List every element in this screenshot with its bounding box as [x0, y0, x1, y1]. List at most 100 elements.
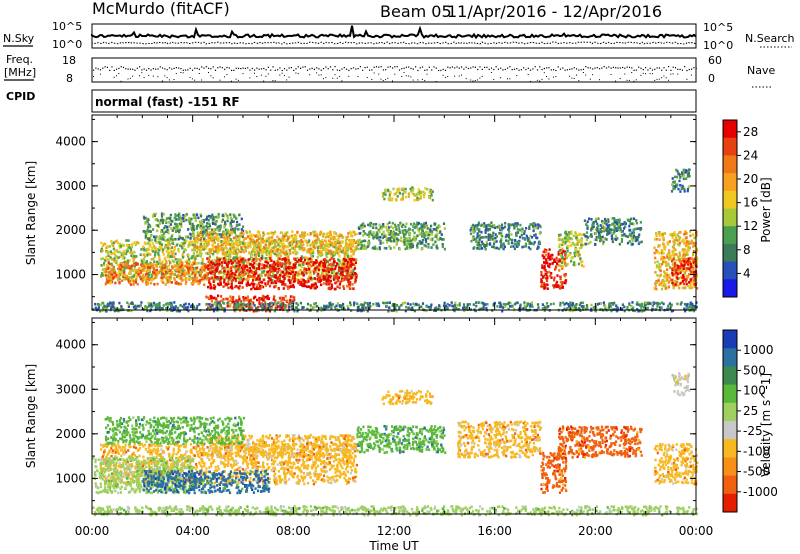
- freq-point: [458, 67, 460, 69]
- data-cell: [184, 260, 187, 263]
- data-cell: [203, 266, 206, 269]
- data-cell: [233, 229, 236, 233]
- data-cell: [289, 285, 292, 288]
- freq-point: [113, 69, 115, 71]
- data-cell: [193, 259, 196, 263]
- data-cell: [295, 266, 298, 269]
- data-cell: [393, 305, 396, 309]
- freq-point: [173, 67, 175, 69]
- freq-point: [472, 66, 474, 68]
- data-cell: [300, 255, 303, 258]
- data-cell: [388, 306, 391, 309]
- nave-point: [412, 79, 414, 81]
- nave-point: [626, 79, 628, 81]
- data-cell: [210, 235, 213, 238]
- nave-point: [447, 76, 449, 77]
- data-cell: [158, 307, 161, 310]
- data-cell: [217, 307, 220, 311]
- freq-point: [355, 68, 357, 70]
- data-cell: [276, 277, 279, 280]
- data-cell: [206, 215, 209, 219]
- data-cell: [220, 235, 223, 239]
- data-cell: [284, 295, 287, 298]
- data-cell: [139, 271, 142, 274]
- data-cell: [187, 228, 190, 231]
- freq-point: [104, 66, 106, 68]
- data-cell: [132, 283, 135, 286]
- data-cell: [320, 306, 323, 310]
- data-cell: [192, 252, 195, 255]
- data-cell: [526, 304, 529, 308]
- data-cell: [315, 233, 318, 236]
- data-cell: [109, 250, 113, 253]
- data-cell: [309, 247, 312, 251]
- data-cell: [295, 251, 298, 254]
- data-cell: [230, 220, 233, 223]
- data-cell: [676, 302, 679, 306]
- data-cell: [357, 241, 360, 244]
- data-cell: [247, 243, 250, 246]
- data-cell: [336, 302, 339, 305]
- data-cell: [340, 273, 343, 276]
- data-cell: [262, 295, 265, 298]
- data-cell: [352, 252, 355, 256]
- data-cell: [226, 259, 229, 262]
- data-cell: [347, 243, 350, 246]
- data-cell: [178, 276, 181, 279]
- data-cell: [244, 241, 247, 245]
- data-cell: [206, 252, 209, 255]
- freq-point: [405, 66, 407, 68]
- data-cell: [169, 223, 172, 226]
- data-cell: [197, 238, 201, 241]
- data-cell: [349, 243, 352, 246]
- data-cell: [143, 230, 146, 233]
- data-cell: [202, 220, 205, 224]
- data-cell: [256, 249, 259, 252]
- data-cell: [168, 251, 171, 255]
- data-cell: [240, 217, 243, 221]
- data-cell: [468, 303, 471, 306]
- data-cell: [274, 276, 277, 279]
- data-cell: [212, 222, 215, 225]
- data-cell: [142, 266, 145, 270]
- data-cell: [208, 248, 211, 251]
- freq-point: [237, 67, 240, 69]
- data-cell: [250, 240, 253, 243]
- freq-point: [129, 68, 131, 70]
- data-cell: [347, 265, 350, 269]
- freq-point: [152, 68, 154, 70]
- data-cell: [420, 232, 423, 235]
- data-cell: [154, 212, 157, 216]
- data-cell: [261, 281, 264, 284]
- data-cell: [434, 235, 437, 239]
- data-cell: [444, 306, 447, 310]
- freq-point: [136, 67, 138, 69]
- data-cell: [188, 220, 191, 223]
- data-cell: [163, 257, 166, 261]
- data-cell: [404, 225, 407, 229]
- data-cell: [220, 264, 224, 267]
- data-cell: [290, 235, 293, 239]
- data-cell: [281, 231, 284, 234]
- data-cell: [191, 263, 194, 266]
- data-cell: [246, 262, 249, 265]
- data-cell: [452, 308, 455, 311]
- data-cell: [204, 240, 207, 244]
- data-cell: [686, 303, 689, 307]
- data-cell: [198, 225, 201, 228]
- freq-point: [403, 67, 405, 69]
- data-cell: [168, 259, 171, 263]
- data-cell: [379, 242, 382, 245]
- data-cell: [168, 302, 171, 306]
- data-cell: [233, 259, 236, 263]
- data-cell: [646, 306, 649, 310]
- data-cell: [186, 235, 190, 239]
- nave-point: [546, 76, 548, 77]
- nsearch-trace: [91, 41, 697, 45]
- data-cell: [198, 248, 201, 251]
- data-cell: [330, 274, 333, 278]
- data-cell: [278, 269, 281, 272]
- data-cell: [183, 269, 186, 272]
- data-cell: [274, 281, 278, 285]
- data-cell: [338, 241, 341, 244]
